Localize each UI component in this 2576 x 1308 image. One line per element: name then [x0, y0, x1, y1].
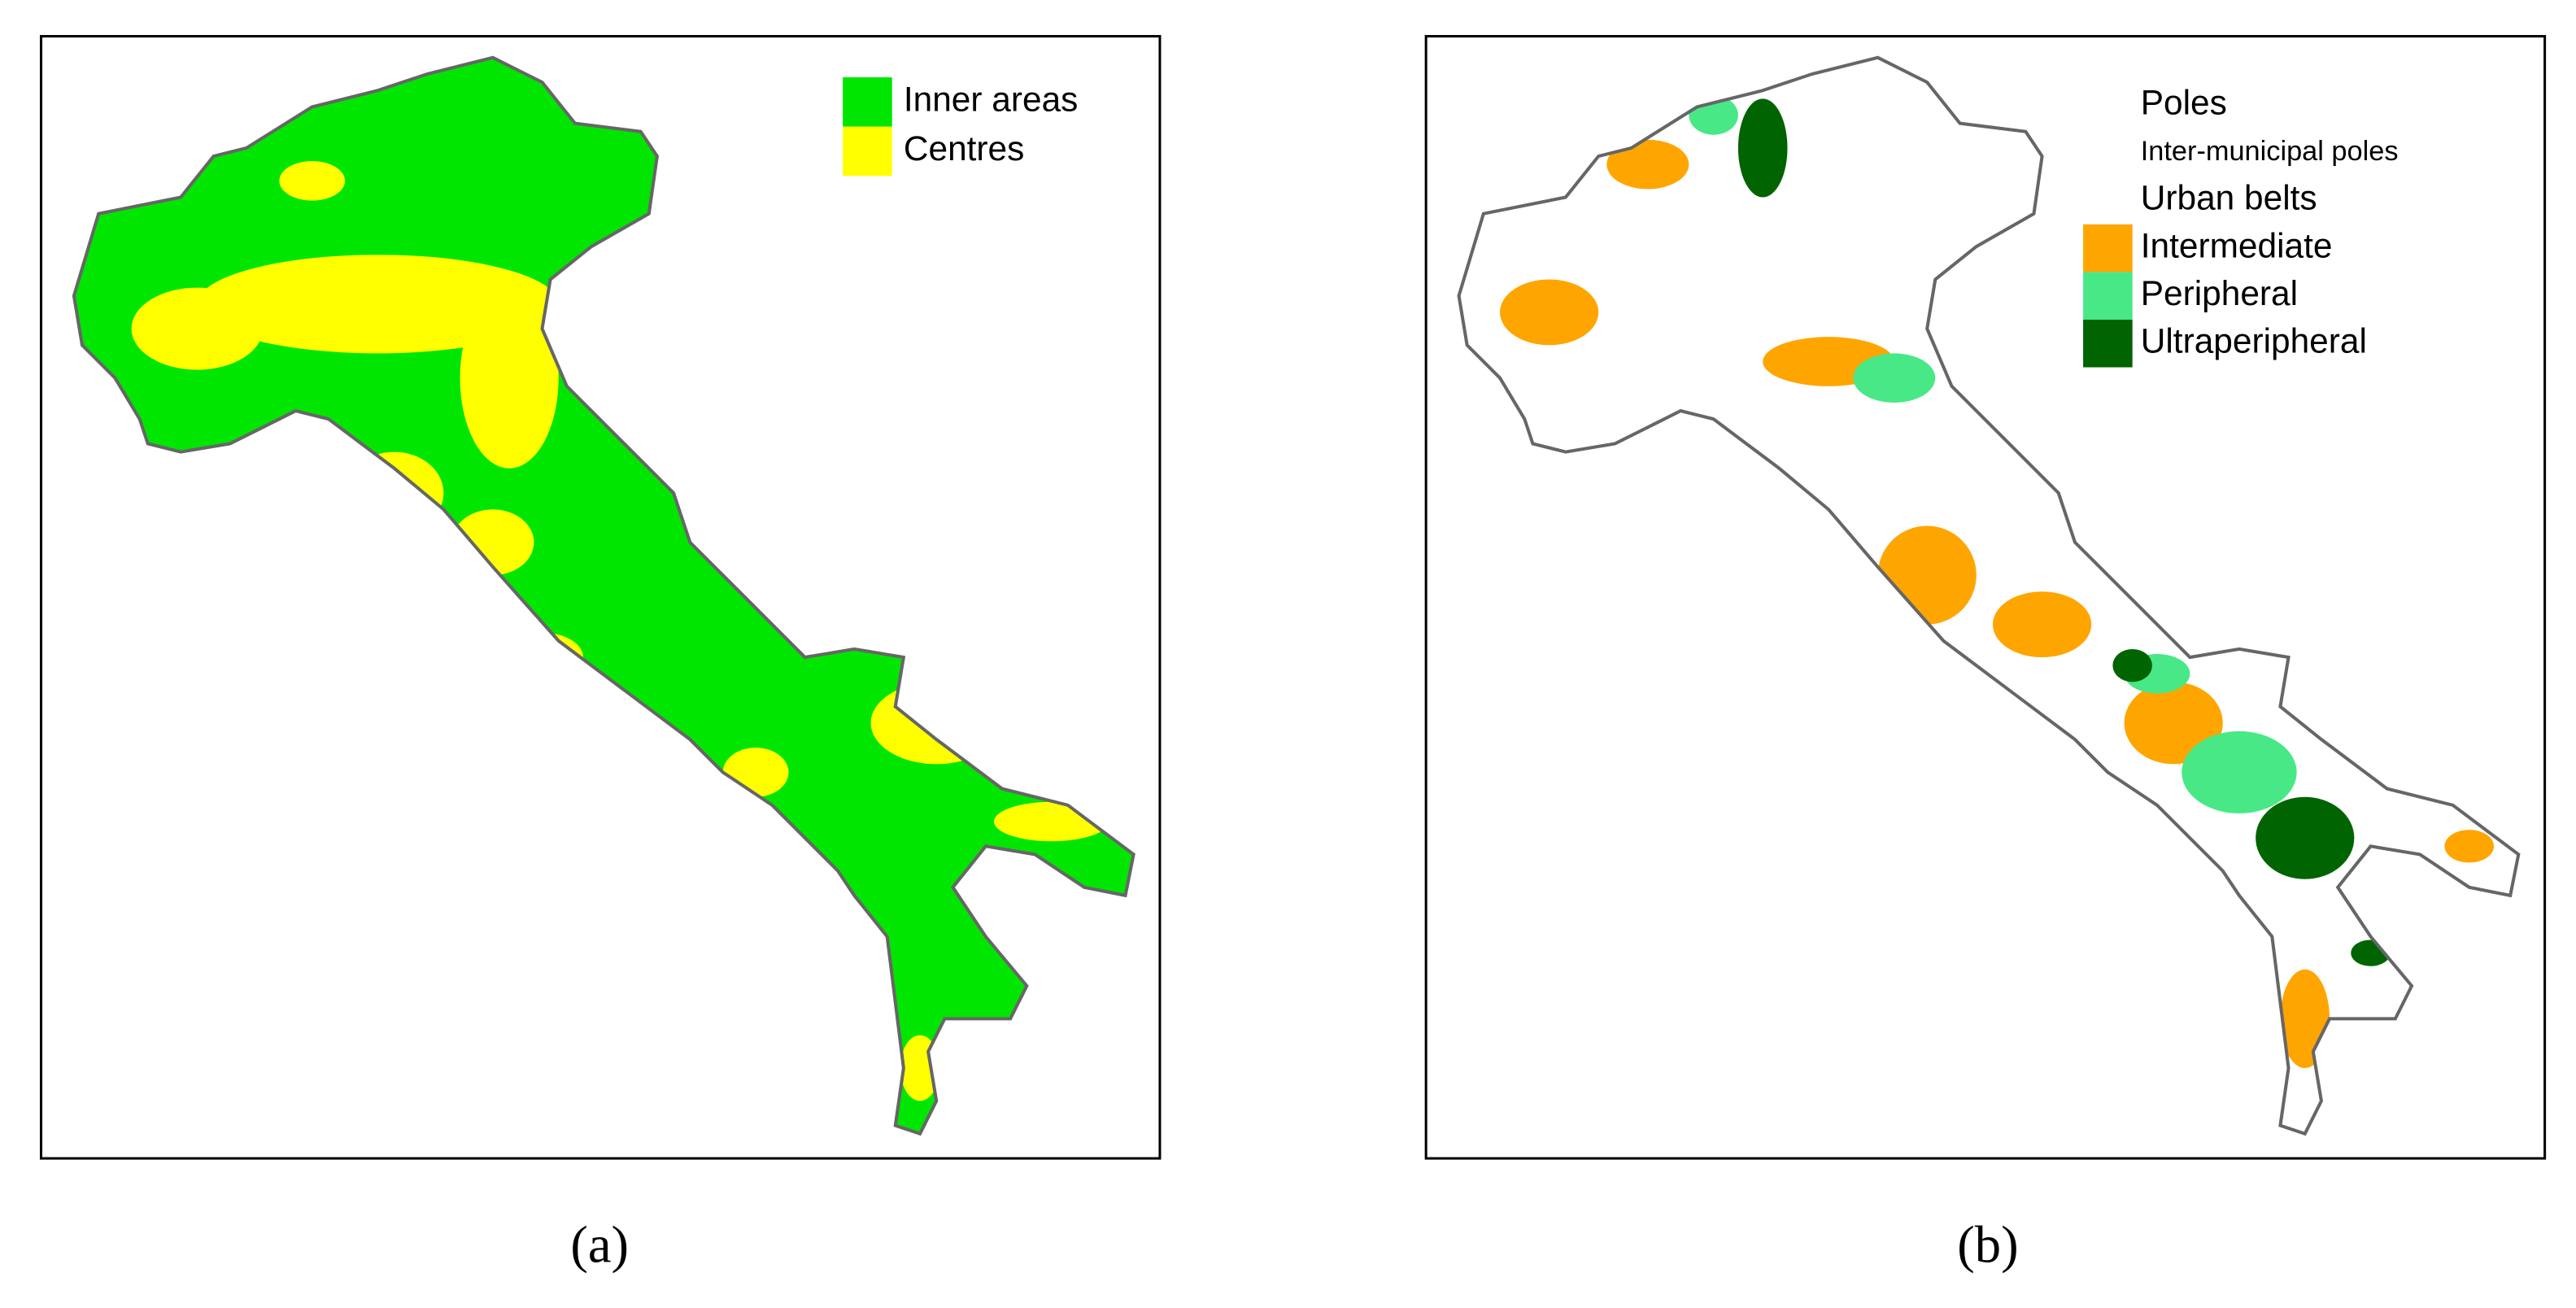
- legend-label: Urban belts: [2141, 179, 2317, 217]
- legend-label: Ultraperipheral: [2141, 321, 2367, 360]
- panel-caption: (a): [570, 1214, 629, 1273]
- legend-label: Intermediate: [2141, 226, 2333, 264]
- legend-label: Inner areas: [904, 81, 1079, 119]
- legend-label: Poles: [2141, 84, 2227, 122]
- legend-label: Centres: [904, 129, 1024, 168]
- panel-caption: (b): [1957, 1214, 2018, 1273]
- legend-swatch: [2083, 319, 2133, 368]
- legend-swatch: [843, 77, 892, 127]
- legend-swatch: [2083, 272, 2133, 320]
- legend-swatch: [843, 126, 892, 177]
- legend-label: Peripheral: [2141, 274, 2298, 312]
- legend-swatch: [2083, 224, 2133, 272]
- legend-label: Inter-municipal poles: [2141, 136, 2399, 167]
